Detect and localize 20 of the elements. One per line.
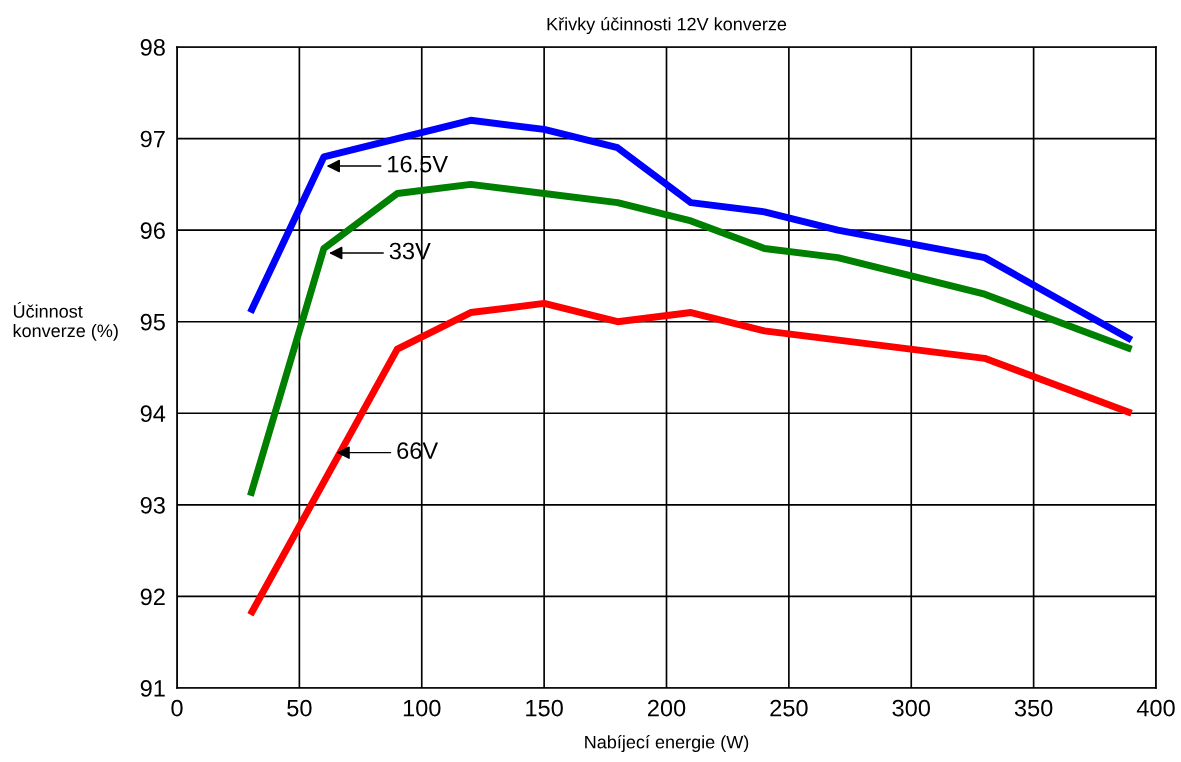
- x-tick-label: 400: [1136, 699, 1175, 717]
- y-tick-label: 95: [140, 313, 165, 331]
- x-tick-label: 200: [647, 699, 686, 717]
- y-axis-title: Účinnost konverze (%): [13, 301, 118, 341]
- x-tick-label: 50: [287, 699, 312, 717]
- chart-title: Křivky účinnosti 12V konverze: [547, 17, 787, 35]
- x-tick-label: 0: [171, 699, 183, 717]
- x-axis-title: Nabíjecí energie (W): [585, 735, 749, 753]
- x-tick-label: 250: [770, 699, 808, 717]
- y-tick-label: 94: [140, 405, 166, 423]
- y-tick-label: 93: [140, 496, 165, 514]
- x-tick-label: 100: [403, 699, 441, 717]
- y-tick-label: 98: [140, 39, 165, 56]
- x-tick-label: 350: [1014, 699, 1053, 717]
- y-tick-label: 92: [140, 588, 165, 606]
- y-tick-label: 97: [140, 130, 165, 148]
- y-tick-label: 96: [140, 222, 165, 239]
- y-tick-label: 91: [140, 680, 165, 697]
- x-tick-label: 300: [892, 699, 931, 717]
- x-tick-label: 150: [526, 699, 563, 717]
